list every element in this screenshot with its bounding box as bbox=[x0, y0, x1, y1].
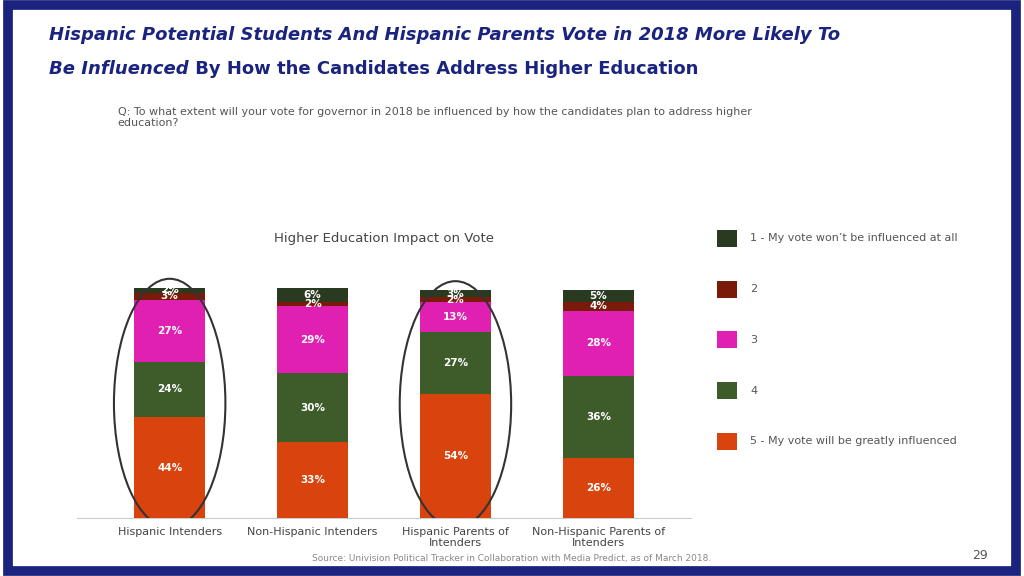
Bar bbox=[134, 300, 206, 362]
Bar bbox=[717, 281, 736, 298]
Bar bbox=[276, 302, 348, 306]
Text: 27%: 27% bbox=[157, 325, 182, 336]
Text: 2%: 2% bbox=[161, 285, 178, 295]
Bar bbox=[717, 433, 736, 450]
Text: 33%: 33% bbox=[300, 475, 325, 486]
Text: 4%: 4% bbox=[590, 301, 607, 312]
Bar bbox=[276, 373, 348, 442]
Text: 26%: 26% bbox=[586, 483, 611, 494]
Bar bbox=[134, 417, 206, 518]
Text: Source: Univision Political Tracker in Collaboration with Media Predict, as of M: Source: Univision Political Tracker in C… bbox=[312, 554, 712, 563]
Text: 2%: 2% bbox=[304, 299, 322, 309]
Text: 5 - My vote will be greatly influenced: 5 - My vote will be greatly influenced bbox=[751, 437, 957, 446]
Bar bbox=[420, 394, 492, 518]
Text: 1 - My vote won’t be influenced at all: 1 - My vote won’t be influenced at all bbox=[751, 233, 958, 243]
Bar bbox=[562, 458, 634, 518]
Bar bbox=[717, 382, 736, 399]
Text: 27%: 27% bbox=[442, 358, 468, 368]
Text: By How the Candidates Address Higher Education: By How the Candidates Address Higher Edu… bbox=[189, 60, 698, 78]
Text: 36%: 36% bbox=[586, 412, 611, 422]
Bar bbox=[562, 376, 634, 458]
Bar bbox=[134, 362, 206, 417]
Bar bbox=[420, 302, 492, 332]
Title: Higher Education Impact on Vote: Higher Education Impact on Vote bbox=[274, 232, 494, 245]
Text: 44%: 44% bbox=[157, 463, 182, 473]
Text: 30%: 30% bbox=[300, 403, 325, 413]
Text: 24%: 24% bbox=[157, 384, 182, 395]
Text: 3: 3 bbox=[751, 335, 758, 345]
Bar bbox=[134, 293, 206, 300]
Bar bbox=[276, 306, 348, 373]
Text: 13%: 13% bbox=[443, 312, 468, 322]
Text: 3%: 3% bbox=[161, 291, 178, 301]
Text: Hispanic Potential Students And Hispanic Parents Vote in 2018 More Likely To: Hispanic Potential Students And Hispanic… bbox=[49, 26, 841, 44]
Bar bbox=[420, 297, 492, 302]
Text: 6%: 6% bbox=[304, 290, 322, 300]
Bar bbox=[562, 311, 634, 376]
Bar bbox=[276, 288, 348, 302]
Text: 29%: 29% bbox=[300, 335, 325, 345]
Text: 29: 29 bbox=[973, 548, 988, 562]
Bar bbox=[717, 230, 736, 247]
Bar bbox=[717, 331, 736, 348]
Bar bbox=[562, 302, 634, 311]
Text: 54%: 54% bbox=[442, 451, 468, 461]
Text: Q: To what extent will your vote for governor in 2018 be influenced by how the c: Q: To what extent will your vote for gov… bbox=[118, 107, 752, 128]
Text: 5%: 5% bbox=[590, 291, 607, 301]
Bar bbox=[562, 290, 634, 302]
Bar bbox=[420, 290, 492, 297]
Text: Be Influenced: Be Influenced bbox=[49, 60, 188, 78]
Bar bbox=[134, 288, 206, 293]
Text: 2%: 2% bbox=[446, 294, 464, 305]
Bar bbox=[420, 332, 492, 394]
Text: 28%: 28% bbox=[586, 338, 611, 348]
Bar bbox=[276, 442, 348, 518]
Text: 2: 2 bbox=[751, 284, 758, 294]
Text: 3%: 3% bbox=[446, 289, 464, 299]
Text: 4: 4 bbox=[751, 386, 758, 396]
